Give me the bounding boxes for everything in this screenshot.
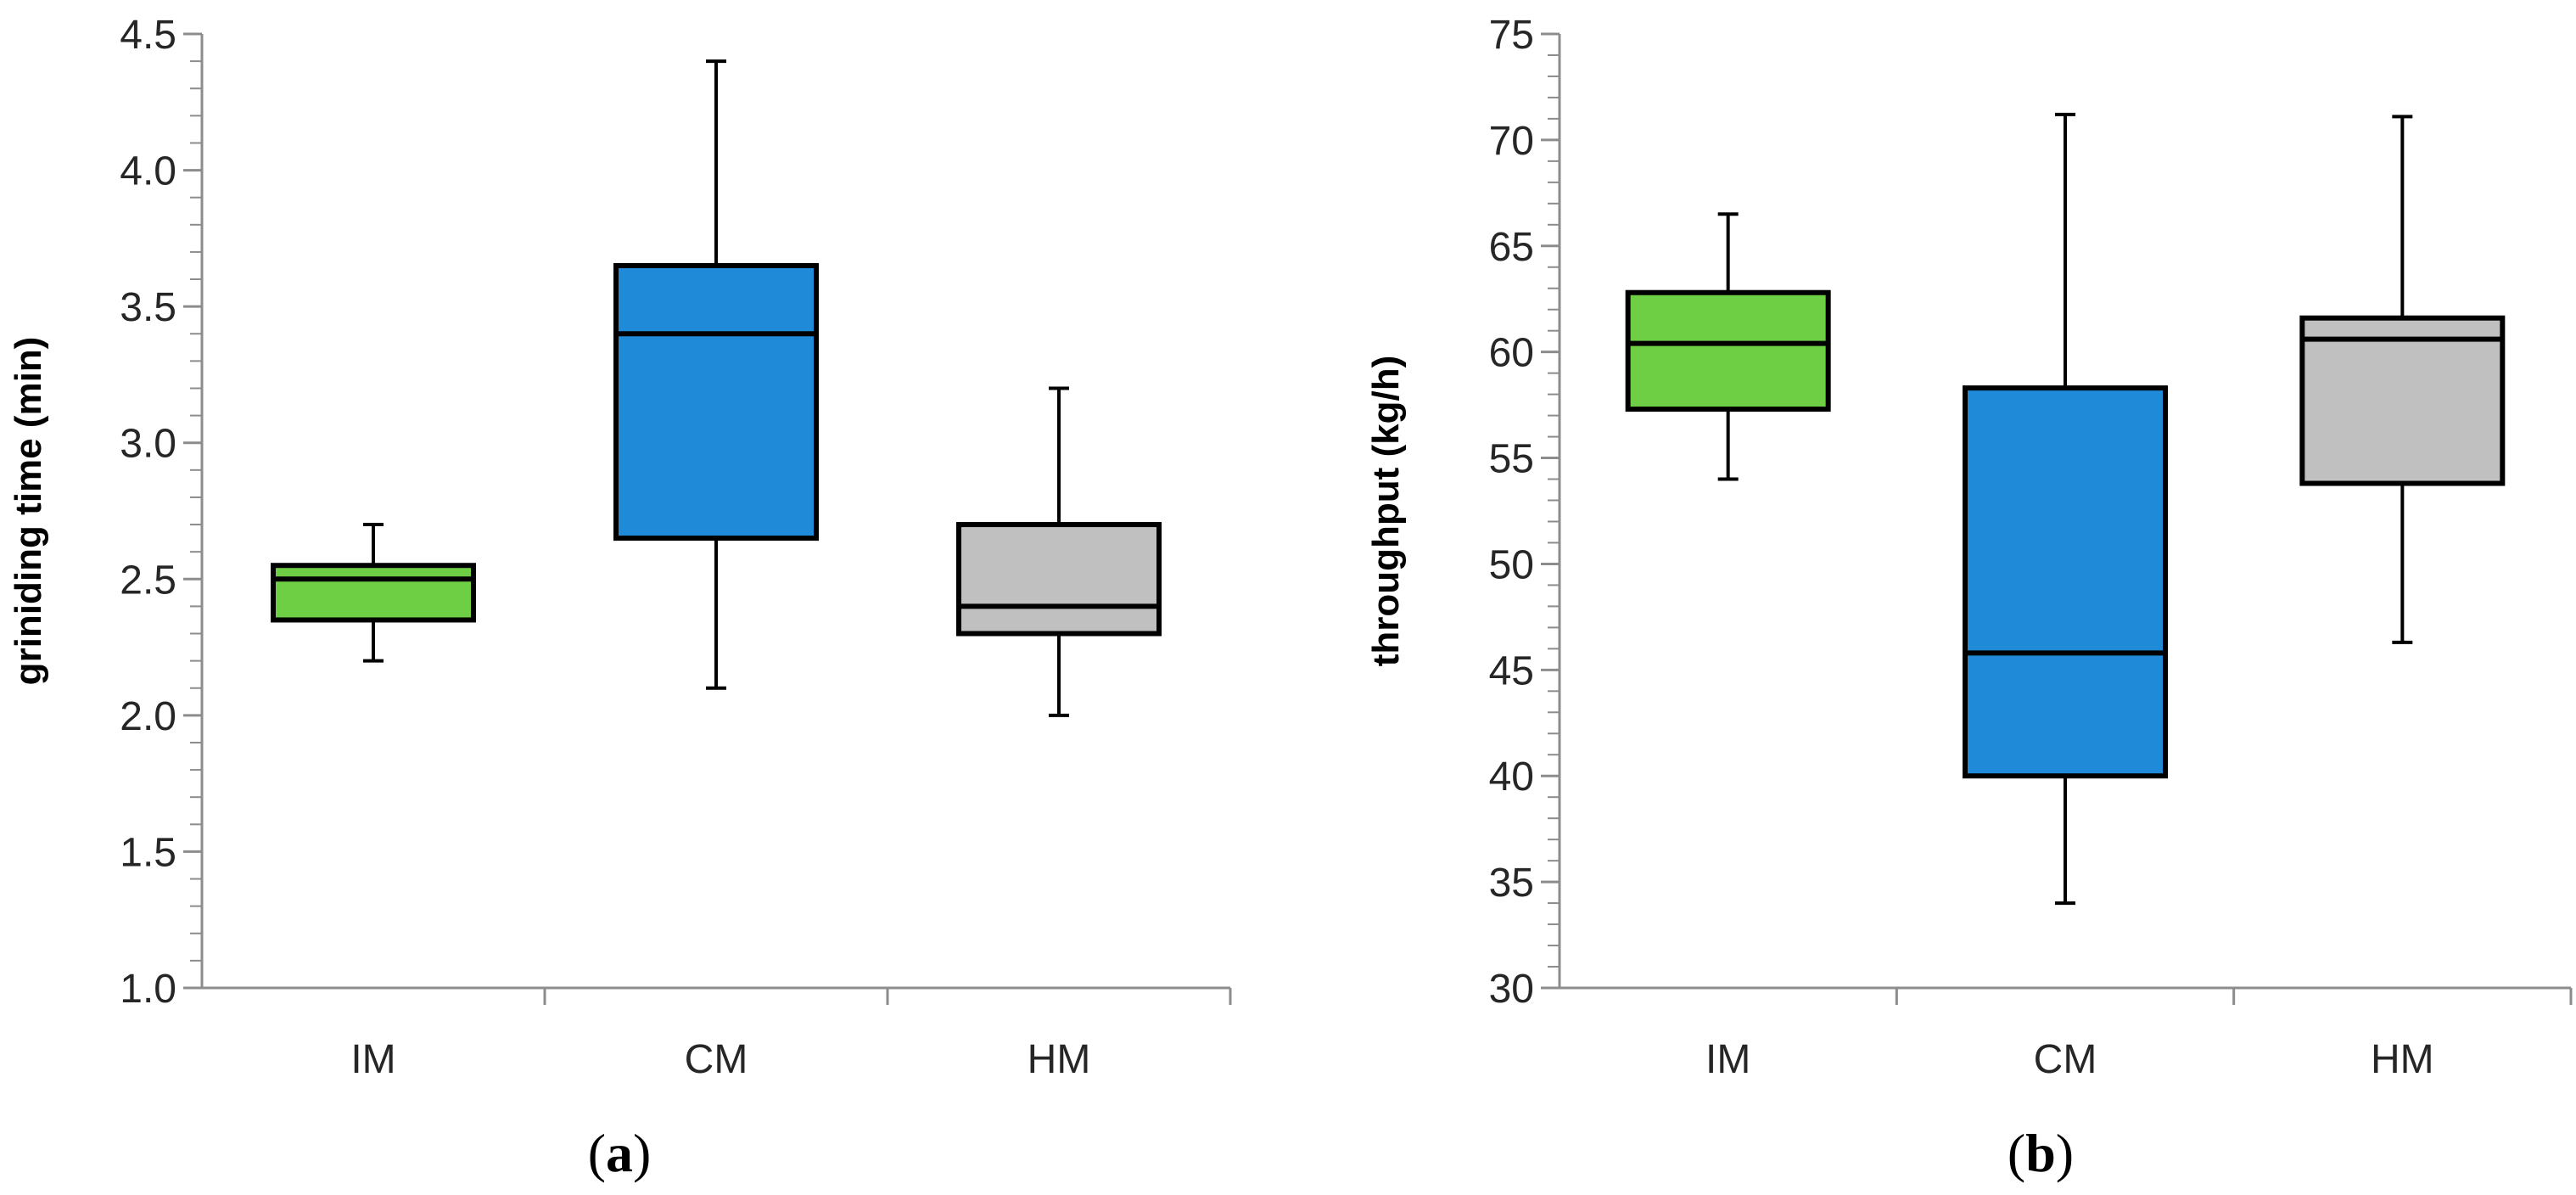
- y-tick-label: 30: [1489, 967, 1534, 1012]
- panel-label-paren-close: ): [2056, 1123, 2074, 1183]
- panel-label-letter: b: [2025, 1123, 2056, 1183]
- y-tick-label: 70: [1489, 119, 1534, 164]
- y-tick-label: 1.5: [120, 830, 176, 875]
- box-hm: [956, 386, 1162, 717]
- y-tick-label: 1.0: [120, 967, 176, 1012]
- panel-label-paren-close: ): [633, 1123, 651, 1183]
- y-axis-label: throughput (kg/h): [1365, 356, 1407, 667]
- box-im: [271, 523, 476, 663]
- y-tick-label: 45: [1489, 648, 1534, 693]
- panel-label: (b): [2008, 1123, 2074, 1183]
- x-tick-label-im: IM: [1705, 1037, 1750, 1082]
- box-iqr: [1963, 385, 2168, 779]
- y-tick-label: 4.5: [120, 13, 176, 58]
- y-tick-label: 65: [1489, 225, 1534, 270]
- box-iqr: [956, 522, 1162, 637]
- panel-a-grinding-time: 1.0 1.5 2.0 2.5 3.0 3.5 4.0 4.5 griniding time (…: [8, 13, 1232, 1183]
- y-tick-label: 4.0: [120, 149, 176, 194]
- y-tick-label: 55: [1489, 437, 1534, 482]
- box-iqr: [613, 262, 819, 541]
- x-tick-label-cm: CM: [2034, 1037, 2097, 1082]
- y-tick-label: 2.0: [120, 694, 176, 739]
- x-tick-label-hm: HM: [1028, 1037, 1091, 1082]
- y-axis-label: griniding time (min): [8, 337, 49, 686]
- box-iqr: [2299, 315, 2506, 486]
- box-iqr: [271, 563, 476, 623]
- y-tick-label: 3.0: [120, 422, 176, 467]
- panel-b-throughput: 30 35 40 45 50 55 60 65 70 75 throughput (kg/h) IM C…: [1365, 13, 2573, 1183]
- y-tick-label: 60: [1489, 331, 1534, 376]
- y-tick-label: 75: [1489, 13, 1534, 58]
- panel-label-paren-open: (: [588, 1123, 606, 1183]
- panel-label-paren-open: (: [2008, 1123, 2025, 1183]
- box-cm: [1963, 112, 2168, 906]
- y-tick-label: 40: [1489, 755, 1534, 799]
- y-tick-label: 3.5: [120, 285, 176, 330]
- box-hm: [2299, 115, 2506, 644]
- y-tick-label: 2.5: [120, 558, 176, 603]
- panel-label-letter: a: [606, 1123, 633, 1183]
- panel-label: (a): [588, 1123, 652, 1183]
- box-im: [1625, 212, 1831, 481]
- box-cm: [613, 59, 819, 690]
- x-tick-label-cm: CM: [685, 1037, 748, 1082]
- y-tick-label: 50: [1489, 542, 1534, 587]
- box-iqr: [1625, 289, 1831, 412]
- y-tick-label: 35: [1489, 861, 1534, 906]
- x-tick-label-hm: HM: [2371, 1037, 2434, 1082]
- x-tick-label-im: IM: [350, 1037, 395, 1082]
